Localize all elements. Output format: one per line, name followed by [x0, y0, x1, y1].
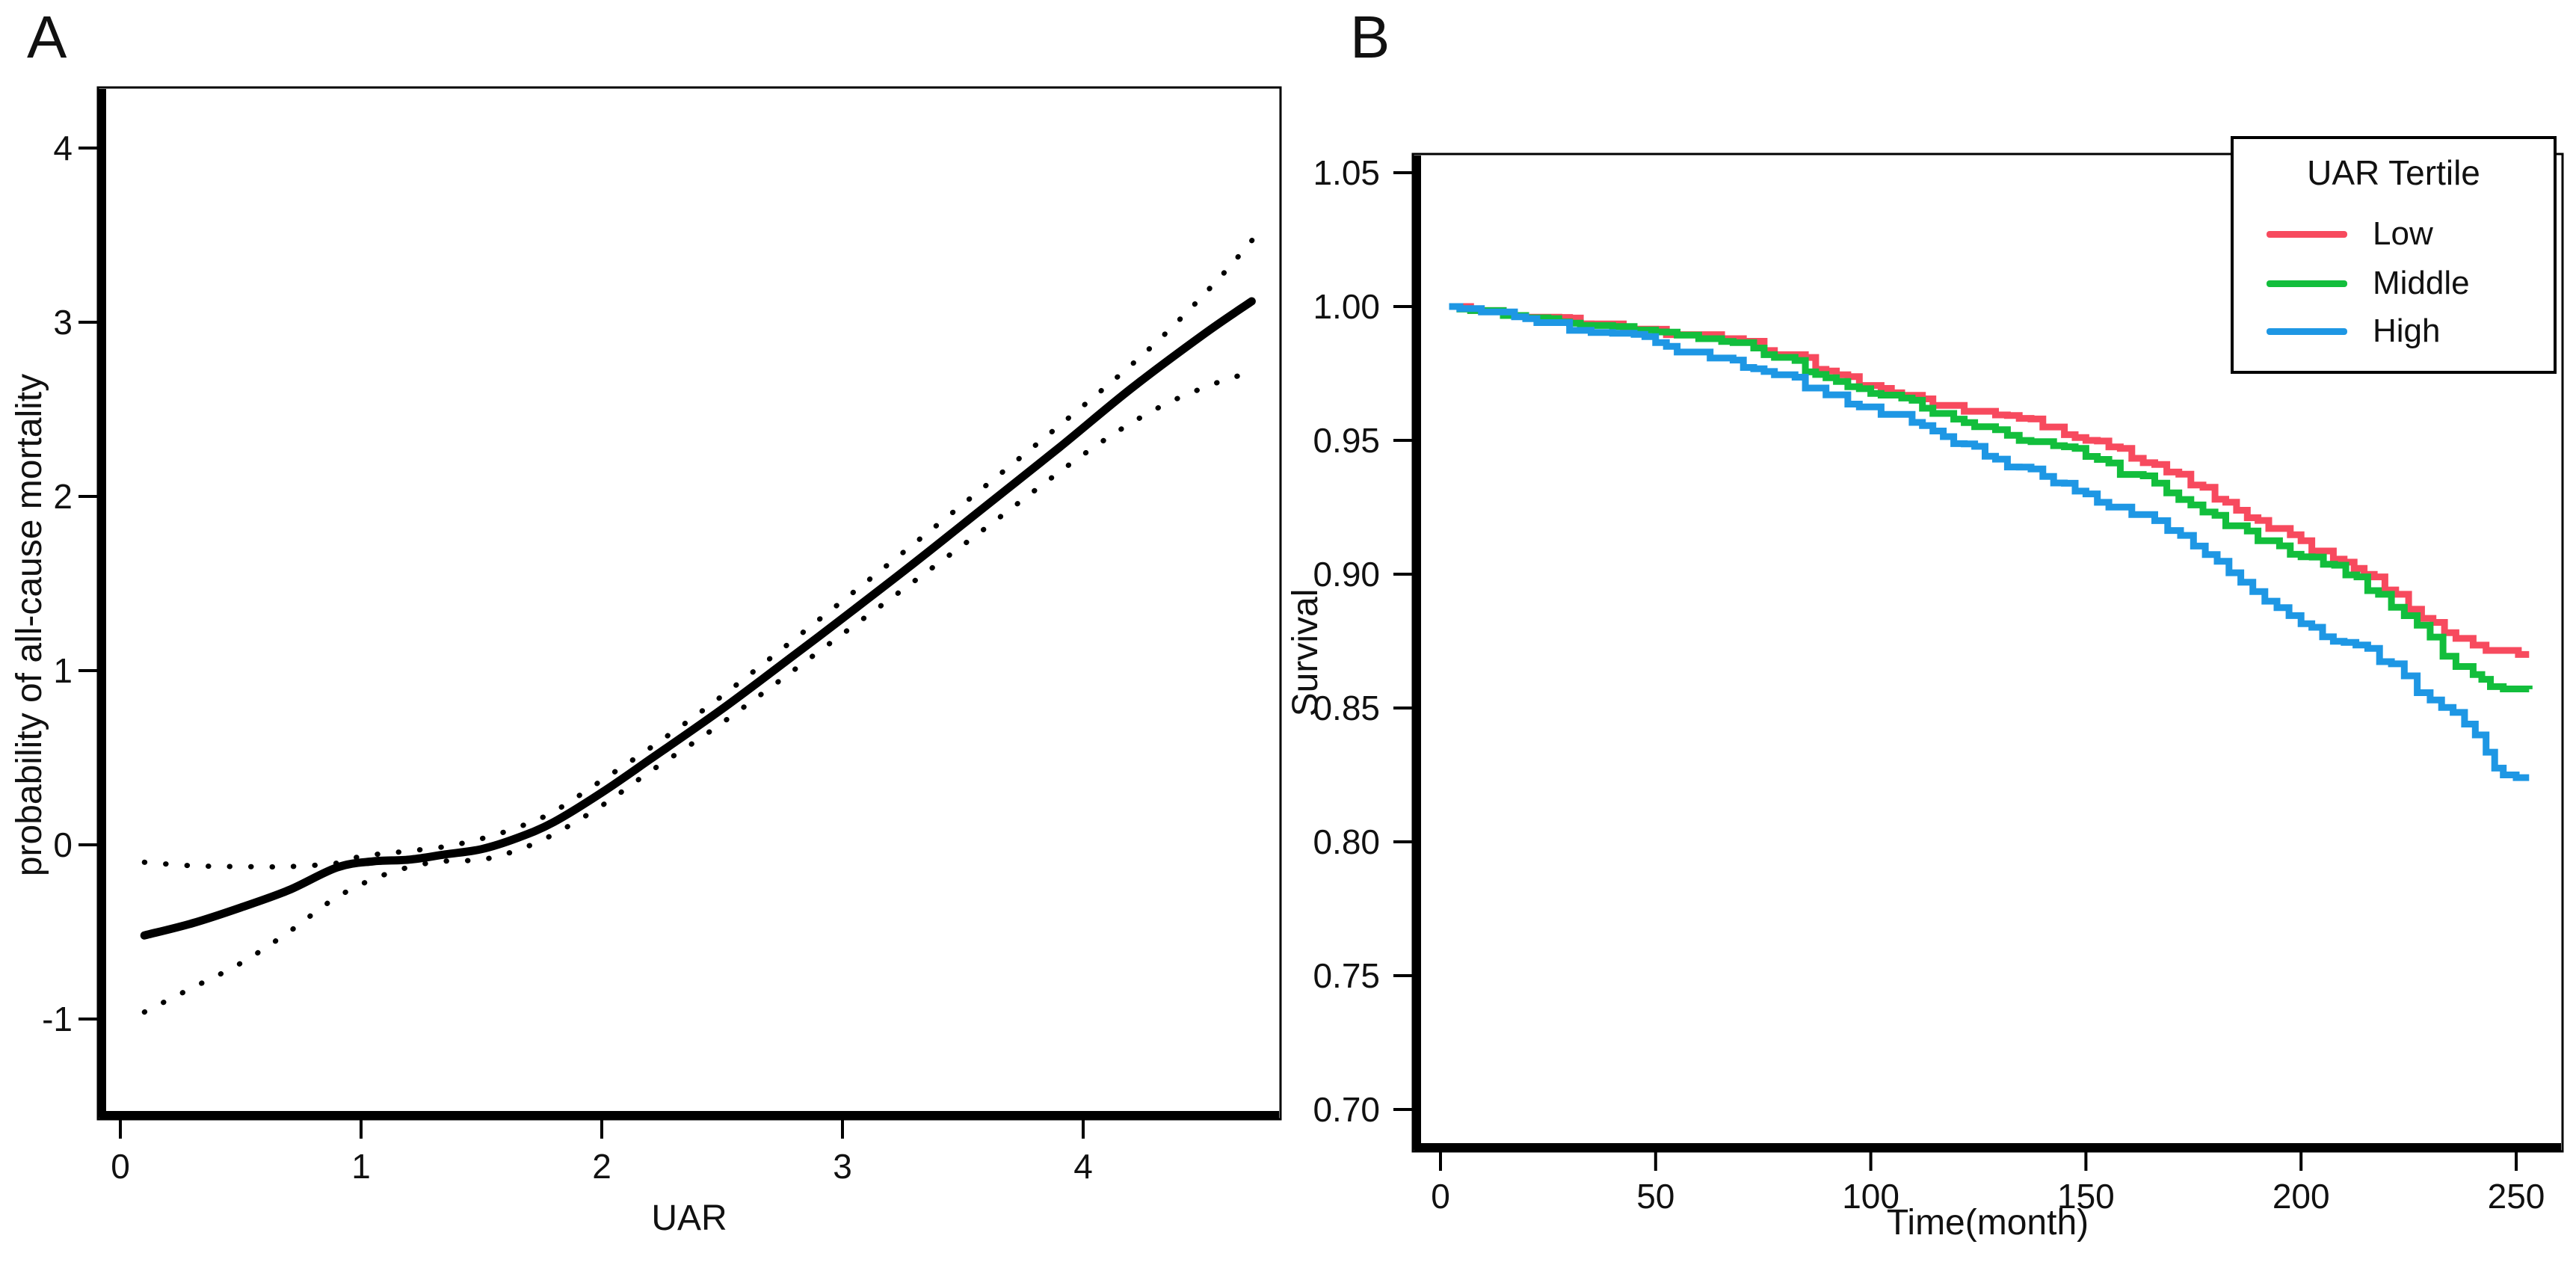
tick-label: 0.75 — [1313, 956, 1380, 995]
legend-item-label: High — [2373, 313, 2441, 349]
tick-label: 100 — [1842, 1177, 1899, 1216]
panel-b-yaxis-title: Survival — [1286, 588, 1325, 717]
tick-label: 0.90 — [1313, 555, 1380, 594]
panel-a-label: A — [27, 4, 67, 70]
tick-label: 0 — [111, 1147, 130, 1186]
legend-item-high: High — [2234, 314, 2554, 348]
legend-item-label: Middle — [2373, 265, 2470, 301]
panel-a-yaxis-title: probability of all-cause mortality — [10, 373, 49, 877]
tick-label: 1.00 — [1313, 287, 1380, 326]
tick-label: 4 — [1073, 1147, 1093, 1186]
panel-b-xaxis-title: Time(month) — [1886, 1203, 2089, 1243]
tick-label: 0 — [1431, 1177, 1450, 1216]
tick-label: 0.70 — [1313, 1090, 1380, 1129]
tick-label: 0.95 — [1313, 421, 1380, 460]
tick-label: 0.80 — [1313, 822, 1380, 861]
tick-label: 4 — [53, 129, 73, 167]
high-line-swatch — [2267, 328, 2347, 335]
low-line-swatch — [2267, 231, 2347, 238]
panel-b-label: B — [1350, 4, 1390, 70]
legend-item-low: Low — [2234, 217, 2554, 251]
tick-label: 200 — [2272, 1177, 2330, 1216]
tick-label: 3 — [833, 1147, 852, 1186]
tick-label: 1 — [53, 651, 73, 690]
tick-label: 1.05 — [1313, 153, 1380, 192]
legend: UAR Tertile Low Middle High — [2231, 136, 2557, 374]
tick-label: 0.85 — [1313, 689, 1380, 727]
tick-label: 250 — [2487, 1177, 2545, 1216]
middle-line-swatch — [2267, 280, 2347, 287]
tick-label: 2 — [592, 1147, 611, 1186]
tick-label: 2 — [53, 477, 73, 516]
tick-label: 1 — [351, 1147, 371, 1186]
legend-item-middle: Middle — [2234, 266, 2554, 301]
tick-label: 150 — [2057, 1177, 2115, 1216]
tick-label: -1 — [42, 1000, 73, 1038]
legend-title: UAR Tertile — [2307, 153, 2480, 192]
tick-label: 50 — [1636, 1177, 1675, 1216]
panel-a-xaxis-title: UAR — [651, 1198, 727, 1238]
tick-label: 0 — [53, 825, 73, 864]
legend-item-label: Low — [2373, 215, 2433, 252]
tick-label: 3 — [53, 303, 73, 342]
